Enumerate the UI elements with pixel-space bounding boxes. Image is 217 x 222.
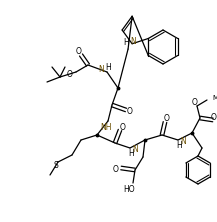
Text: H: H [123, 38, 129, 47]
Text: H: H [128, 149, 134, 157]
Text: H: H [176, 141, 182, 149]
Text: N: N [130, 37, 136, 46]
Text: O: O [164, 113, 170, 123]
Text: O: O [76, 46, 82, 56]
Text: NH: NH [100, 123, 112, 131]
Text: O: O [127, 107, 133, 115]
Text: N: N [180, 137, 186, 145]
Text: O: O [113, 165, 119, 174]
Text: Me: Me [212, 95, 217, 101]
Text: O: O [120, 123, 126, 131]
Text: S: S [54, 161, 58, 170]
Text: O: O [211, 113, 217, 121]
Text: N: N [132, 145, 138, 155]
Text: N: N [98, 65, 104, 73]
Text: O: O [192, 97, 198, 107]
Text: O: O [67, 69, 73, 79]
Text: H: H [105, 63, 111, 71]
Text: HO: HO [123, 184, 135, 194]
